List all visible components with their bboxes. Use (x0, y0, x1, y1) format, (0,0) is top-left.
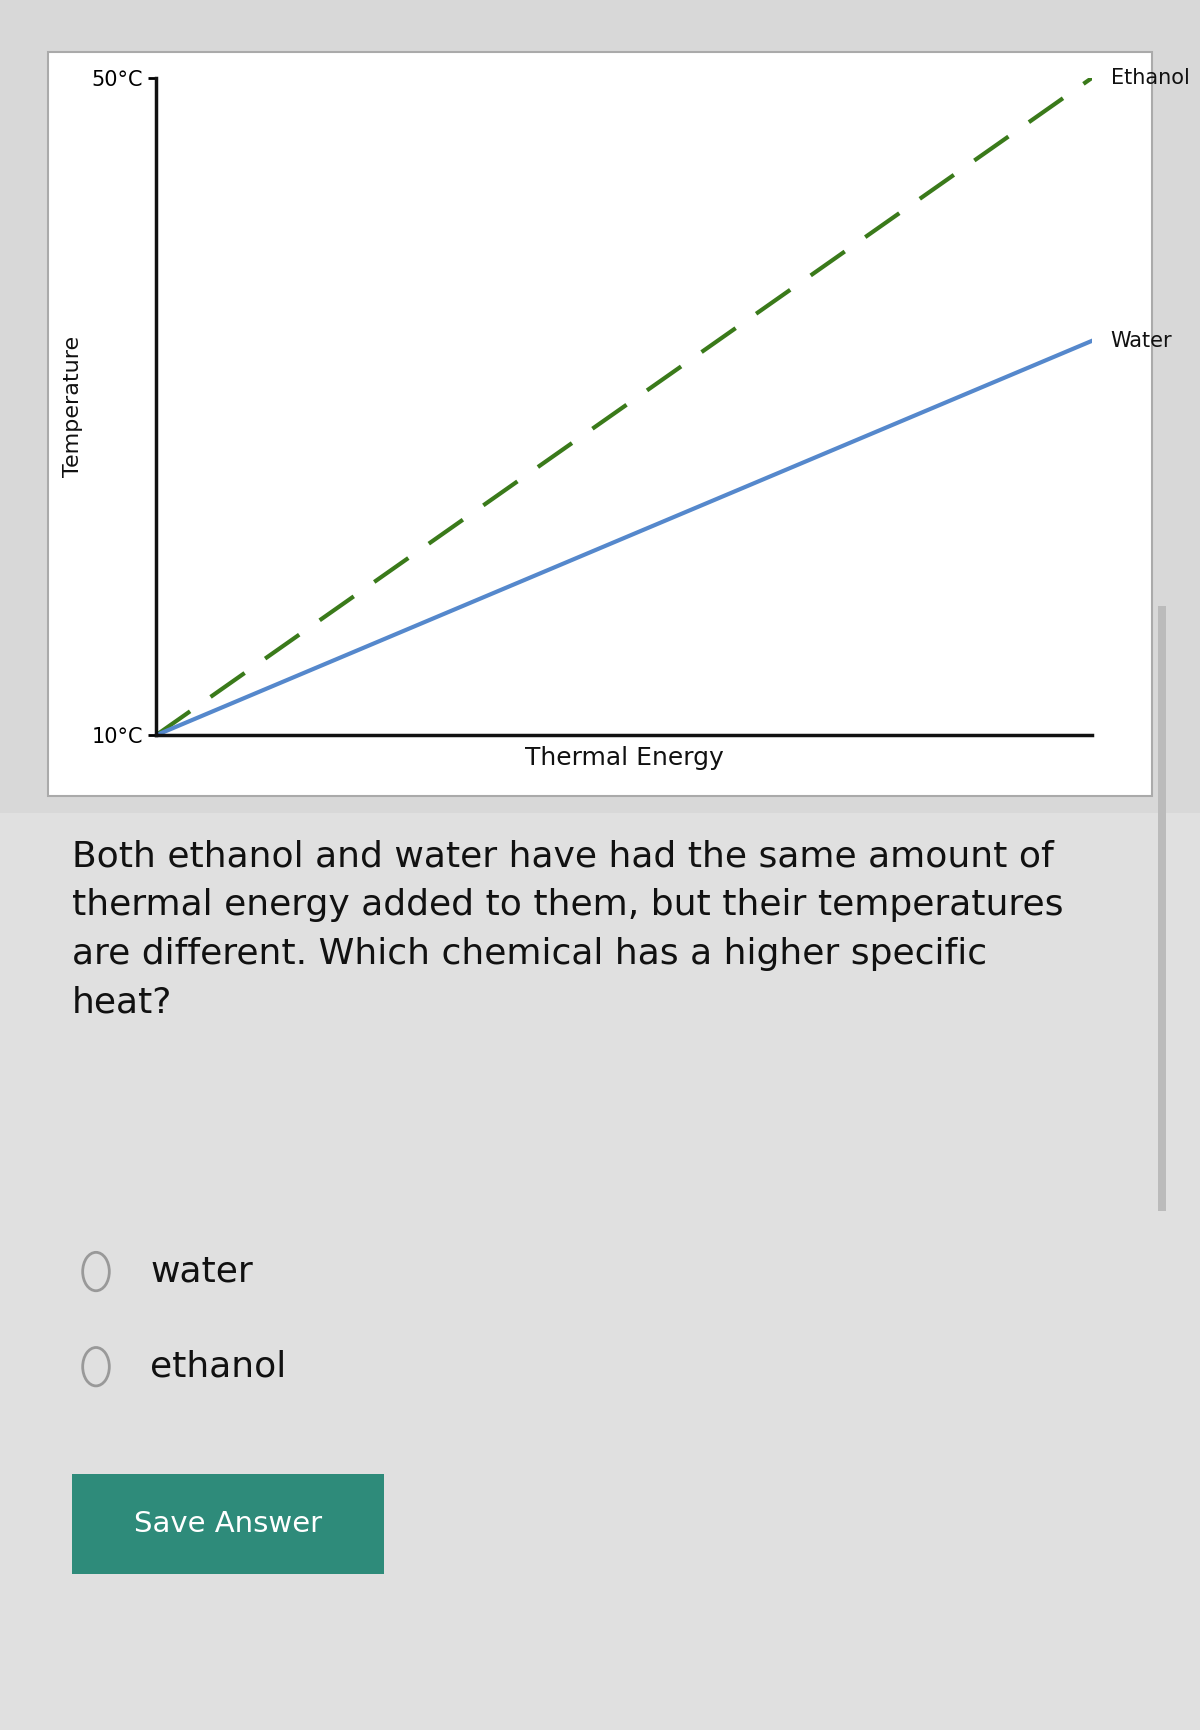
X-axis label: Thermal Energy: Thermal Energy (524, 746, 724, 770)
Text: Save Answer: Save Answer (134, 1510, 322, 1538)
Text: Ethanol: Ethanol (1111, 67, 1189, 88)
Y-axis label: Temperature: Temperature (62, 336, 83, 477)
Text: Both ethanol and water have had the same amount of
thermal energy added to them,: Both ethanol and water have had the same… (72, 839, 1063, 1019)
Text: ethanol: ethanol (150, 1349, 287, 1384)
Text: water: water (150, 1254, 253, 1289)
Text: Water: Water (1111, 330, 1172, 351)
